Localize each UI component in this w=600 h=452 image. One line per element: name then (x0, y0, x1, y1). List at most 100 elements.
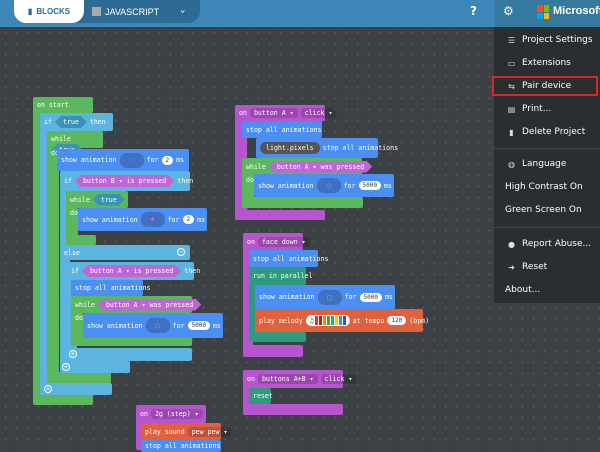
light-pixels-stop-block[interactable]: light.pixels stop all animations (256, 138, 398, 158)
note-bar (338, 316, 342, 325)
menu-item-pair-device[interactable]: ⇆ Pair device (494, 76, 600, 96)
block-text: Print... (522, 104, 552, 114)
add-icon[interactable]: + (44, 385, 52, 393)
note-bar (342, 316, 346, 325)
animation-icon[interactable]: ♦ (140, 212, 165, 227)
stop-all-animations-block[interactable]: stop all animations (141, 440, 221, 452)
while-block[interactable]: while button A ▾ was pressed (71, 296, 192, 313)
add-icon[interactable]: + (62, 363, 70, 371)
block-text[interactable]: 2 (182, 215, 195, 224)
remove-icon[interactable]: − (177, 248, 185, 256)
block-body (33, 392, 93, 405)
chevron-down-icon[interactable]: ⌄ (180, 5, 186, 15)
menu-item-reset[interactable]: ➜ Reset (494, 257, 600, 277)
gear-icon[interactable]: ⚙ (503, 4, 514, 18)
menu-item-project-settings[interactable]: ☰ Project Settings (494, 30, 600, 50)
animation-icon[interactable]: ◌ (316, 178, 341, 193)
block-text: stop all animations (145, 442, 221, 450)
block-text: button A (253, 109, 286, 117)
note-bar (326, 316, 330, 325)
print-icon: ▤ (507, 104, 516, 114)
animation-icon[interactable]: ▢ (317, 289, 342, 305)
note-bar (543, 5, 549, 12)
block-text: stop all animations (246, 125, 322, 134)
help-icon[interactable]: ? (470, 4, 477, 18)
melody-editor[interactable]: ♫ (305, 315, 350, 326)
block-text: BLOCKS (36, 7, 71, 16)
note-bar (330, 316, 334, 325)
menu-item-language[interactable]: ◍ Language (494, 154, 600, 174)
on-start-block[interactable]: on start (33, 97, 93, 113)
block-text: buttons A+B (261, 375, 306, 383)
block-text: do (246, 176, 254, 184)
run-in-parallel-block[interactable]: run in parallel (249, 267, 313, 285)
show-animation-block[interactable]: show animation ◌ for 5000 ms (83, 313, 223, 338)
animation-icon[interactable]: ◌ (145, 318, 170, 333)
block-text: was pressed (320, 162, 365, 171)
show-animation-block[interactable]: show animation ◌ for 2 ms (57, 149, 189, 171)
tab-blocks[interactable]: ▮ BLOCKS (14, 0, 84, 23)
block-text: if (71, 267, 79, 275)
menu-item-about[interactable]: About... (494, 280, 600, 300)
block-text[interactable]: true (93, 194, 125, 206)
block-text: for (146, 156, 159, 164)
reset-block[interactable]: reset (249, 388, 273, 404)
block-text: ms (383, 181, 392, 190)
menu-item-extensions[interactable]: ▭ Extensions (494, 53, 600, 73)
settings-menu: ☰ Project Settings ▭ Extensions ⇆ Pair devi… (494, 27, 600, 303)
brand[interactable]: Microsoft (495, 0, 600, 27)
block-text[interactable]: 2 (161, 155, 174, 165)
on-gesture-block[interactable]: on face down ▾ (243, 233, 310, 250)
block-text: Green Screen On (505, 205, 582, 215)
block-body (243, 404, 343, 415)
block-text[interactable]: 120 (387, 316, 407, 325)
block-text: pew pew (191, 427, 220, 436)
stop-all-animations-block[interactable]: stop all animations (249, 250, 328, 267)
block-text[interactable]: 5000 (358, 181, 381, 190)
play-melody-block[interactable]: play melody ♫ at tempo 120 (bpm) (255, 309, 429, 332)
block-text: reset (253, 392, 273, 400)
play-sound-block[interactable]: play sound pew pew ▾ (141, 423, 232, 440)
show-animation-block[interactable]: show animation ♦ for 2 ms (78, 208, 207, 231)
block-text: High Contrast On (505, 182, 583, 192)
animation-icon[interactable]: ◌ (119, 152, 144, 168)
block-text: do (75, 314, 83, 322)
block-body (249, 267, 259, 342)
block-text: for (172, 321, 185, 330)
on-button-event-block[interactable]: on button A ▾ click ▾ (235, 105, 337, 121)
menu-item-print[interactable]: ▤ Print... (494, 99, 600, 119)
on-gesture-block[interactable]: on 2g (step) ▾ (136, 405, 206, 423)
add-icon[interactable]: + (69, 350, 77, 358)
block-body (47, 372, 111, 383)
alert-icon: ● (508, 239, 515, 249)
stop-all-animations-block[interactable]: stop all animations (242, 121, 322, 138)
block-text: button A (105, 300, 138, 309)
menu-item-green-screen[interactable]: Green Screen On (494, 200, 600, 220)
tab-javascript[interactable]: JAVASCRIPT (92, 0, 172, 23)
block-text[interactable]: true (55, 116, 87, 128)
on-button-event-block[interactable]: on buttons A+B ▾ click ▾ (243, 370, 357, 388)
block-text[interactable]: 5000 (359, 292, 382, 302)
if-block[interactable]: if true then (40, 113, 113, 131)
if-block[interactable]: if button B ▾ is pressed then (60, 171, 193, 191)
block-text[interactable]: 5000 (187, 321, 210, 330)
note-bar (537, 12, 543, 19)
show-animation-block[interactable]: show animation ▢ for 5000 ms (255, 285, 395, 309)
menu-item-delete-project[interactable]: ▮ Delete Project (494, 122, 600, 142)
trash-icon: ▮ (509, 127, 514, 137)
signout-icon: ➜ (508, 262, 515, 272)
block-text: ms (176, 156, 185, 164)
block-text: Extensions (522, 58, 571, 68)
block-text: for (167, 215, 180, 224)
while-block[interactable]: while button A ▾ was pressed (242, 158, 362, 175)
menu-item-high-contrast[interactable]: High Contrast On (494, 177, 600, 197)
block-text: while (246, 162, 266, 171)
show-animation-block[interactable]: show animation ◌ for 5000 ms (254, 174, 394, 197)
stop-all-animations-block[interactable]: stop all animations (71, 280, 150, 296)
block-text: ms (384, 293, 393, 301)
menu-item-report-abuse[interactable]: ● Report Abuse... (494, 234, 600, 254)
note-bar (322, 316, 326, 325)
if-block[interactable]: if button A ▾ is pressed then (67, 262, 200, 280)
